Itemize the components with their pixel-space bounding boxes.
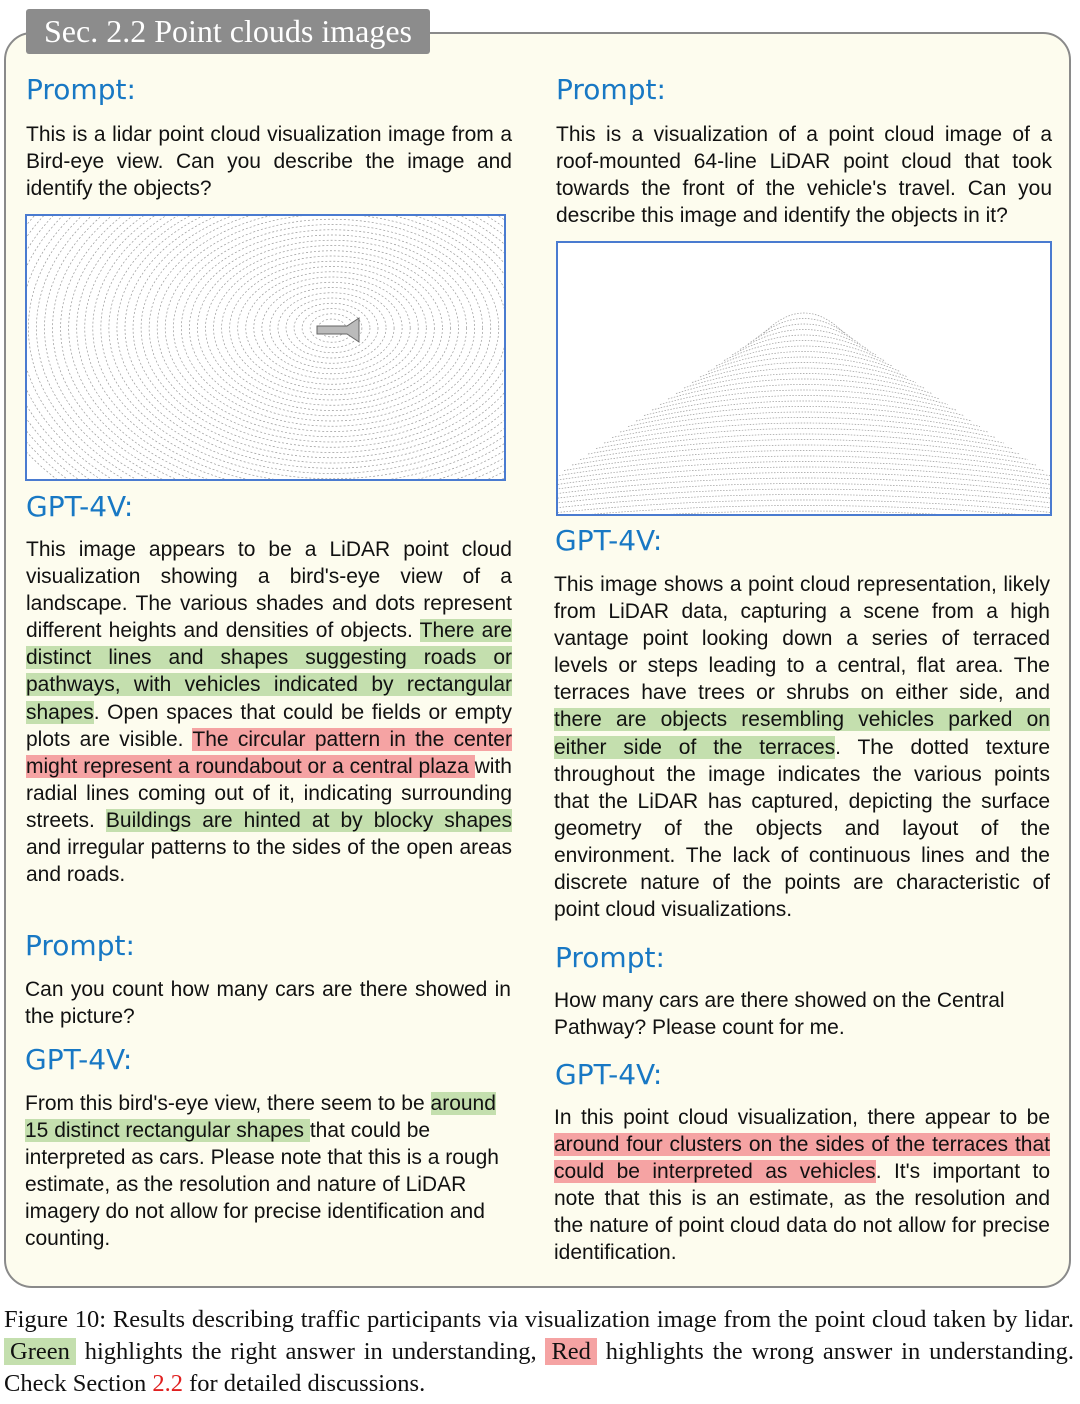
section-title: Sec. 2.2 Point clouds images bbox=[26, 9, 430, 54]
caption-text: highlights the wrong answer in understan… bbox=[4, 1338, 1075, 1397]
caption-text: for detailed discussions. bbox=[182, 1370, 426, 1397]
lidar-front-view-graphic bbox=[558, 312, 1050, 514]
left-answer2-text: From this bird's-eye view, there seem to… bbox=[25, 1090, 511, 1253]
text-segment: . It's important to note that this is an… bbox=[554, 1160, 1051, 1265]
right-answer2-text: In this point cloud visualization, there… bbox=[554, 1104, 1050, 1267]
lidar-birds-eye-image bbox=[25, 214, 506, 481]
section-reference-link[interactable]: 2.2 bbox=[152, 1370, 183, 1397]
right-answer2-label: GPT-4V: bbox=[555, 1058, 663, 1091]
right-prompt1-label: Prompt: bbox=[556, 73, 666, 106]
text-segment: with radial lines coming out of it, indi… bbox=[26, 754, 512, 832]
text-segment: How many cars are there showed on the Ce… bbox=[554, 989, 1005, 1040]
left-answer2-label: GPT-4V: bbox=[25, 1043, 133, 1076]
text-segment: In this point cloud visualization, there… bbox=[554, 1106, 1050, 1129]
text-segment: . Open spaces that could be fields or em… bbox=[26, 700, 512, 751]
text-segment: From this bird's-eye view, there seem to… bbox=[25, 1092, 431, 1115]
text-segment: that could be interpreted as cars. Pleas… bbox=[25, 1119, 499, 1251]
text-segment: This is a visualization of a point cloud… bbox=[556, 123, 1052, 228]
text-segment: This image appears to be a LiDAR point c… bbox=[26, 538, 512, 643]
text-segment: and irregular patterns to the sides of t… bbox=[26, 836, 512, 887]
left-prompt2-text: Can you count how many cars are there sh… bbox=[25, 976, 511, 1030]
caption-green-label: Green bbox=[4, 1338, 76, 1365]
figure-caption: Figure 10: Results describing traffic pa… bbox=[4, 1304, 1074, 1400]
text-segment: Can you count how many cars are there sh… bbox=[25, 978, 511, 1029]
right-answer1-label: GPT-4V: bbox=[555, 524, 663, 557]
left-prompt1-text: This is a lidar point cloud visualizatio… bbox=[26, 121, 512, 202]
lidar-front-view-image bbox=[556, 241, 1052, 516]
text-segment: This is a lidar point cloud visualizatio… bbox=[26, 123, 512, 201]
right-prompt2-text: How many cars are there showed on the Ce… bbox=[554, 987, 1050, 1041]
lidar-birds-eye-graphic bbox=[27, 216, 504, 479]
right-prompt1-text: This is a visualization of a point cloud… bbox=[556, 121, 1052, 229]
left-prompt1-label: Prompt: bbox=[26, 73, 136, 106]
text-segment: This image shows a point cloud represent… bbox=[554, 573, 1050, 705]
right-answer1-text: This image shows a point cloud represent… bbox=[554, 571, 1050, 923]
right-prompt2-label: Prompt: bbox=[555, 941, 665, 974]
correct-highlight: Buildings are hinted at by blocky shapes bbox=[105, 808, 512, 832]
left-prompt2-label: Prompt: bbox=[25, 929, 135, 962]
caption-red-label: Red bbox=[545, 1338, 597, 1365]
text-segment: . The dotted texture throughout the imag… bbox=[554, 735, 1050, 922]
caption-text: highlights the right answer in understan… bbox=[75, 1338, 546, 1365]
left-answer1-label: GPT-4V: bbox=[26, 490, 134, 523]
caption-text: Figure 10: Results describing traffic pa… bbox=[4, 1306, 1074, 1333]
left-answer1-text: This image appears to be a LiDAR point c… bbox=[26, 536, 512, 888]
